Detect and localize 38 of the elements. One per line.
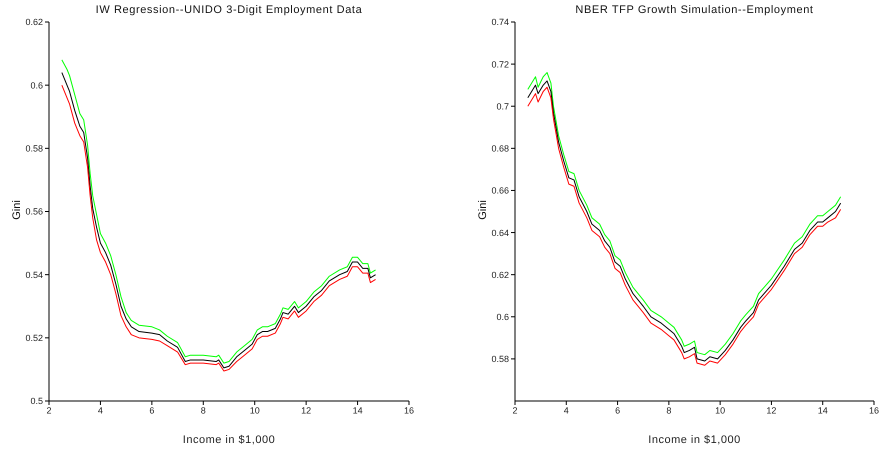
y-tick-label: 0.58 — [25, 144, 43, 154]
y-tick-label: 0.6 — [30, 80, 43, 90]
y-tick-label: 0.64 — [491, 228, 509, 238]
chart-title: IW Regression--UNIDO 3-Digit Employment Data — [94, 4, 364, 16]
x-tick-label: 8 — [666, 405, 672, 416]
x-tick-label: 10 — [250, 405, 260, 416]
x-tick-label: 4 — [98, 405, 103, 416]
y-tick-label: 0.7 — [496, 101, 509, 112]
x-tick-label: 14 — [352, 405, 363, 416]
y-tick-label: 0.62 — [491, 270, 509, 280]
y-tick-label: 0.54 — [25, 270, 43, 280]
y-axis-title: Gini — [11, 198, 23, 222]
y-tick-label: 0.6 — [496, 312, 509, 322]
x-tick-label: 14 — [818, 405, 828, 416]
chart-title: NBER TFP Growth Simulation--Employment — [574, 4, 815, 16]
x-tick-label: 8 — [200, 405, 206, 416]
y-tick-label: 0.58 — [491, 354, 509, 364]
y-tick-label: 0.5 — [30, 396, 43, 406]
x-tick-label: 12 — [766, 405, 776, 416]
x-axis-title: Income in $1,000 — [182, 434, 276, 446]
x-tick-label: 16 — [404, 405, 414, 416]
x-axis-title: Income in $1,000 — [648, 434, 741, 446]
x-tick-label: 2 — [512, 405, 518, 416]
x-tick-label: 6 — [149, 405, 154, 416]
x-tick-label: 10 — [715, 405, 726, 416]
y-tick-label: 0.52 — [25, 333, 43, 344]
y-tick-label: 0.56 — [25, 206, 43, 217]
y-tick-label: 0.62 — [25, 17, 43, 28]
y-tick-label: 0.68 — [491, 144, 509, 154]
y-tick-label: 0.66 — [491, 186, 509, 196]
x-tick-label: 6 — [615, 405, 620, 416]
y-tick-label: 0.72 — [491, 59, 509, 70]
x-tick-label: 2 — [46, 405, 52, 416]
y-axis-title: Gini — [477, 198, 489, 222]
x-tick-label: 4 — [564, 405, 569, 416]
x-tick-label: 12 — [301, 405, 312, 416]
y-tick-label: 0.74 — [491, 17, 509, 28]
x-tick-label: 16 — [868, 405, 880, 416]
